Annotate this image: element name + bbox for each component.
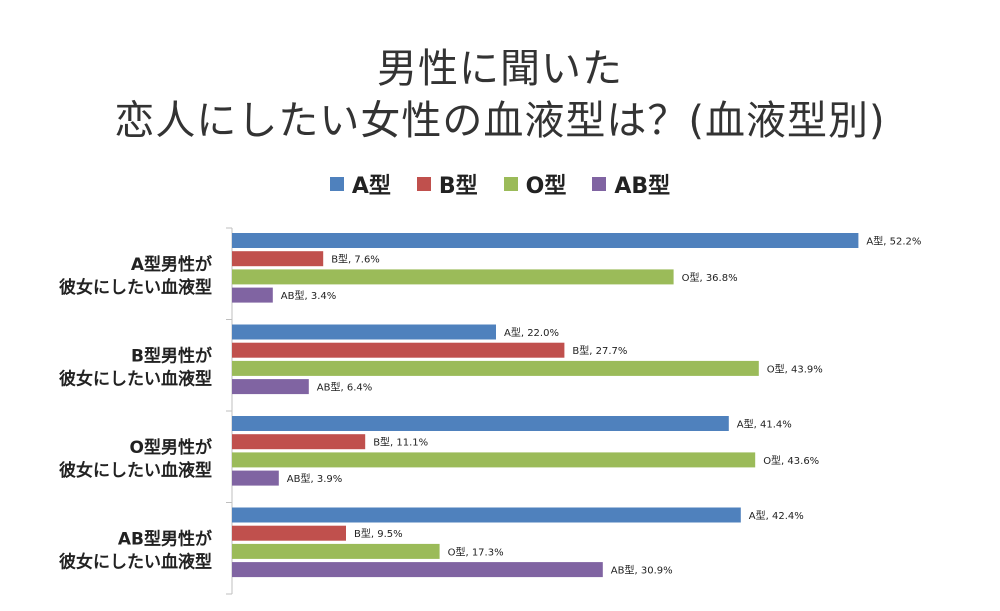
bar-data-label: A型, 52.2% [866, 235, 921, 248]
bar [232, 360, 759, 376]
category-label: 彼女にしたい血液型 [59, 368, 212, 389]
bar [232, 543, 440, 559]
legend-label-b: B型 [438, 174, 478, 199]
bar [232, 342, 565, 358]
bar-data-label: B型, 9.5% [354, 527, 403, 540]
category-label: 彼女にしたい血液型 [59, 277, 212, 298]
legend-swatch-ab [592, 177, 607, 191]
bar-data-label: O型, 36.8% [682, 271, 738, 284]
category-label: O型男性が [130, 437, 212, 458]
chart-title-line-1: 男性に聞いた [377, 46, 623, 92]
bar-data-label: AB型, 30.9% [611, 564, 673, 577]
legend-label-a: A型 [351, 174, 391, 199]
bar [232, 269, 674, 285]
bar-data-label: B型, 27.7% [572, 344, 627, 357]
bar [232, 233, 859, 248]
bar-data-label: O型, 43.9% [767, 362, 823, 375]
bar [232, 470, 279, 486]
bar-data-label: B型, 7.6% [331, 253, 380, 266]
bar [232, 525, 346, 541]
bar-data-label: O型, 43.6% [763, 454, 819, 467]
legend-label-ab: AB型 [614, 174, 671, 199]
legend-swatch-a [329, 177, 344, 191]
legend-item-o: O型 [503, 168, 567, 200]
bar [232, 562, 603, 578]
category-label: 彼女にしたい血液型 [59, 460, 212, 481]
bar [232, 251, 324, 267]
bar-data-label: O型, 17.3% [448, 545, 504, 558]
bar-data-label: A型, 22.0% [504, 326, 559, 339]
bar [232, 452, 756, 468]
bar-data-label: AB型, 6.4% [317, 381, 372, 394]
bar [232, 416, 729, 431]
bar [232, 434, 366, 450]
legend-item-a: A型 [329, 168, 391, 200]
chart-title-line-2: 恋人にしたい女性の血液型は？(血液型別) [114, 98, 886, 144]
category-label: AB型男性が [118, 528, 212, 549]
legend: A型 B型 O型 AB型 [0, 168, 1000, 200]
bar-data-label: A型, 41.4% [737, 418, 792, 431]
bar [232, 287, 273, 303]
category-label: B型男性が [131, 345, 212, 366]
category-label: 彼女にしたい血液型 [59, 551, 212, 572]
legend-swatch-b [416, 177, 431, 191]
legend-item-b: B型 [416, 168, 478, 200]
bar [232, 507, 741, 523]
bar-data-label: AB型, 3.9% [287, 472, 342, 485]
legend-item-ab: AB型 [592, 168, 670, 200]
bar [232, 324, 496, 340]
legend-label-o: O型 [525, 174, 567, 199]
bar-data-label: B型, 11.1% [373, 436, 428, 449]
bar-data-label: AB型, 3.4% [281, 289, 336, 302]
bar-data-label: A型, 42.4% [749, 509, 804, 522]
bar [232, 379, 309, 395]
category-label: A型男性が [131, 254, 212, 275]
legend-swatch-o [503, 177, 518, 191]
